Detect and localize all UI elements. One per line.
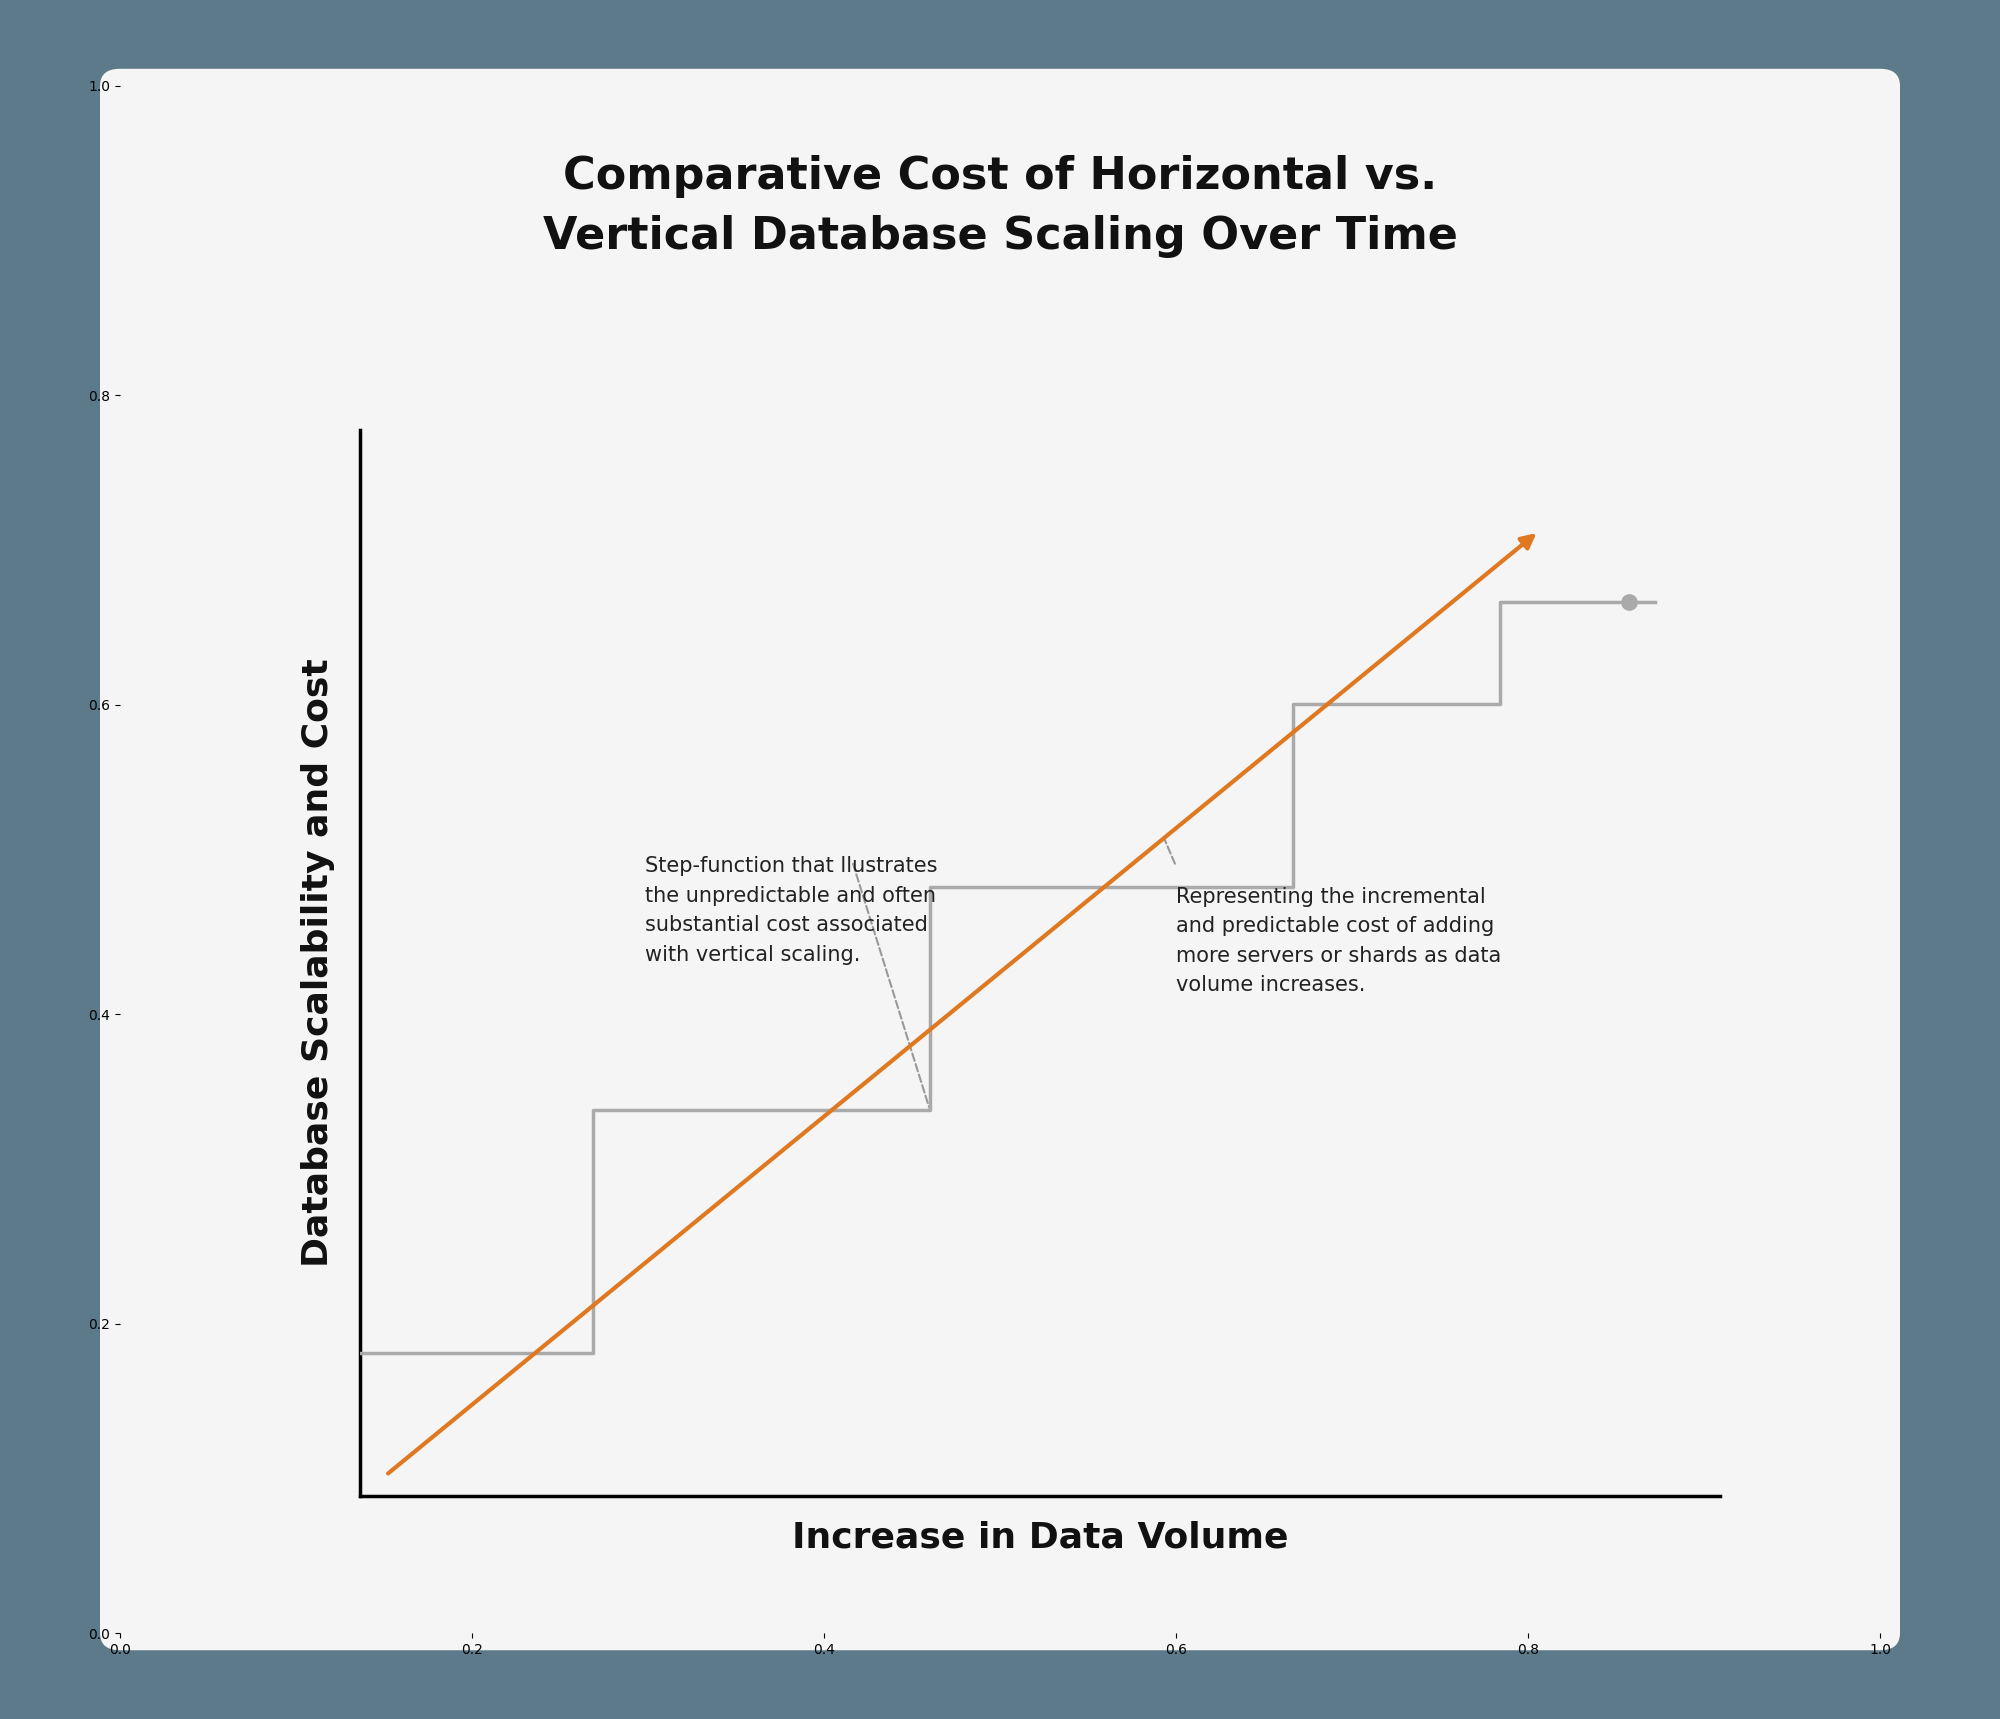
X-axis label: Increase in Data Volume: Increase in Data Volume (792, 1521, 1288, 1554)
Text: Representing the incremental
and predictable cost of adding
more servers or shar: Representing the incremental and predict… (1176, 887, 1502, 995)
Text: Step-function that llustrates
the unpredictable and often
substantial cost assoc: Step-function that llustrates the unpred… (644, 856, 938, 964)
Y-axis label: Database Scalability and Cost: Database Scalability and Cost (300, 658, 336, 1267)
Text: Comparative Cost of Horizontal vs.
Vertical Database Scaling Over Time: Comparative Cost of Horizontal vs. Verti… (542, 155, 1458, 258)
